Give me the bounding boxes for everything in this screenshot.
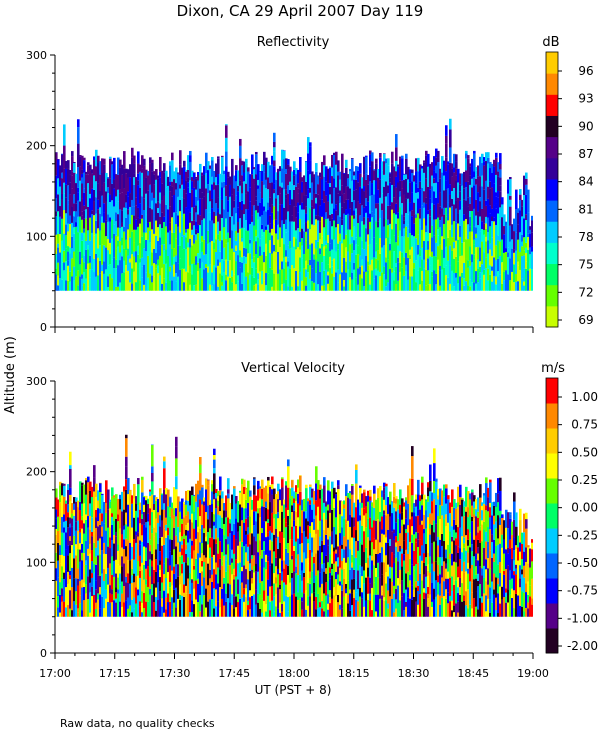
colorbar-label: 72 [578, 285, 593, 299]
colorbar-segment [546, 115, 558, 138]
y-tick-label: 100 [26, 556, 47, 569]
colorbar-label: 78 [578, 230, 593, 244]
colorbar-segment [546, 403, 558, 429]
y-tick-label: 0 [40, 321, 47, 334]
colorbar-label: 0.00 [571, 501, 598, 515]
colorbar-label: 87 [578, 147, 593, 161]
panel-title-reflectivity: Reflectivity [257, 35, 330, 50]
colorbar-segment [546, 284, 558, 307]
figure-title: Dixon, CA 29 April 2007 Day 119 [177, 2, 424, 20]
y-tick-label: 0 [40, 647, 47, 660]
colorbar-segment [546, 503, 558, 529]
colorbar-label: -1.00 [567, 611, 598, 625]
y-tick-label: 100 [26, 230, 47, 243]
colorbar-segment [546, 94, 558, 116]
colorbar-segment [546, 221, 558, 243]
colorbar-segment [546, 73, 558, 95]
colorbar-segment [546, 200, 558, 222]
y-tick-label: 300 [26, 375, 47, 388]
colorbar-unit-reflectivity: dB [542, 35, 559, 50]
y-tick-label: 200 [26, 466, 47, 479]
colorbar-segment [546, 628, 558, 654]
heatmap-field [55, 434, 533, 617]
colorbar: -2.00 -1.00 -0.75 -0.50 -0.25 0.00 0.25 0.50 0.7… [545, 377, 598, 654]
colorbar-border [545, 51, 559, 328]
colorbar-label: 0.25 [571, 473, 598, 487]
colorbar: 69 72 75 78 81 84 87 90 93 96 [545, 51, 594, 328]
colorbar-label: 90 [578, 119, 593, 133]
colorbar-segment [546, 242, 558, 265]
colorbar-label: 0.50 [571, 445, 598, 459]
y-tick-label: 300 [26, 49, 47, 62]
x-tick-label: 19:00 [517, 667, 549, 680]
colorbar-label: 1.00 [571, 390, 598, 404]
x-tick-label: 18:30 [398, 667, 430, 680]
vertical-velocity-panel: 0 100 200 300 17:00 17:15 17:30 17:45 18:00 18:15… [26, 375, 598, 680]
colorbar-segment [546, 428, 558, 454]
colorbar-segment [546, 453, 558, 479]
colorbar-border [545, 377, 559, 654]
colorbar-label: 84 [578, 175, 593, 189]
colorbar-segment [546, 478, 558, 504]
reflectivity-panel: 0 100 200 300 69 72 75 78 81 84 87 90 93 96 [26, 49, 594, 334]
y-tick-label: 200 [26, 140, 47, 153]
colorbar-label: -0.75 [567, 584, 598, 598]
colorbar-segment [546, 136, 558, 159]
x-tick-label: 18:45 [457, 667, 489, 680]
colorbar-label: 96 [578, 64, 593, 78]
colorbar-label: -0.50 [567, 556, 598, 570]
x-tick-label: 17:30 [159, 667, 191, 680]
colorbar-label: 0.75 [571, 418, 598, 432]
heatmap-field [55, 118, 533, 291]
x-tick-label: 17:45 [218, 667, 250, 680]
x-tick-label: 18:15 [338, 667, 370, 680]
colorbar-segment [546, 603, 558, 629]
colorbar-segment [546, 378, 558, 404]
colorbar-label: 81 [578, 202, 593, 216]
footer-note: Raw data, no quality checks [60, 717, 215, 730]
colorbar-label: 69 [578, 313, 593, 327]
colorbar-segment [546, 528, 558, 554]
colorbar-label: 75 [578, 258, 593, 272]
x-tick-label: 18:00 [278, 667, 310, 680]
y-axis-label: Altitude (m) [3, 336, 18, 414]
x-tick-label: 17:15 [99, 667, 131, 680]
colorbar-segment [546, 157, 558, 180]
x-axis-label: UT (PST + 8) [255, 683, 332, 697]
colorbar-label: -2.00 [567, 639, 598, 653]
colorbar-segment [546, 553, 558, 579]
x-tick-label: 17:00 [39, 667, 71, 680]
colorbar-segment [546, 578, 558, 604]
colorbar-unit-velocity: m/s [541, 361, 565, 376]
colorbar-segment [546, 263, 558, 286]
colorbar-segment [546, 52, 558, 74]
colorbar-segment [546, 178, 558, 201]
colorbar-label: 93 [578, 92, 593, 106]
colorbar-segment [546, 305, 558, 328]
panel-title-vertical-velocity: Vertical Velocity [241, 361, 345, 376]
colorbar-label: -0.25 [567, 528, 598, 542]
